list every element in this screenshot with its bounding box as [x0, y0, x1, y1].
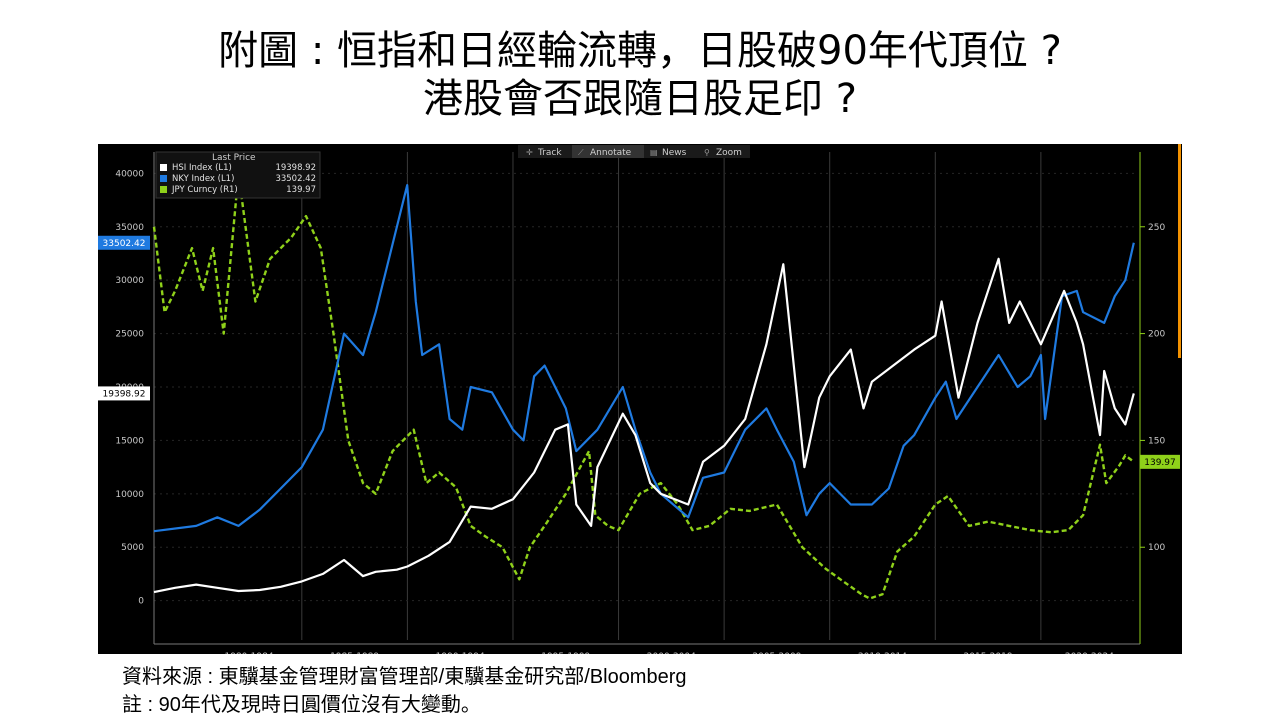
legend-last-price: 139.97 [286, 185, 316, 195]
remark-note: 註 : 90年代及現時日圓價位沒有大變動。 [122, 694, 481, 716]
y-right-tick-label: 250 [1148, 223, 1165, 233]
y-left-tick-label: 0 [138, 597, 144, 607]
line-chart: 0500010000150002000025000300003500040000… [98, 144, 1181, 654]
chart-panel: 0500010000150002000025000300003500040000… [98, 144, 1182, 654]
page-title-line-2: 港股會否跟隨日股足印 ? [423, 76, 857, 122]
x-tick-label: 1990-1994 [436, 652, 485, 654]
jpy-last-price-tag: 139.97 [1144, 458, 1176, 468]
x-tick-label: 2005-2009 [752, 652, 801, 654]
legend-last-price: 19398.92 [275, 163, 316, 173]
hsi-last-price-tag: 19398.92 [103, 389, 146, 399]
series-line-jpy [152, 172, 1135, 600]
nky-last-price-tag: 33502.42 [103, 239, 146, 249]
x-tick-label: 1985-1989 [330, 652, 379, 654]
hsi-last-price-tag-bg [98, 386, 150, 401]
y-left-tick-label: 15000 [115, 436, 144, 446]
toolbar-track-label[interactable]: Track [537, 148, 562, 158]
x-tick-label: 2015-2019 [964, 652, 1013, 654]
y-left-tick-label: 30000 [115, 276, 144, 286]
y-right-tick-label: 200 [1148, 330, 1165, 340]
legend-swatch [160, 186, 167, 193]
y-right-tick-label: 150 [1148, 436, 1165, 446]
toolbar-annotate-active [572, 145, 644, 158]
toolbar-zoom-icon[interactable]: ⚲ [704, 148, 710, 157]
accent-strip [1178, 144, 1181, 358]
legend-label: NKY Index (L1) [172, 174, 234, 184]
jpy-last-price-tag-bg [1140, 454, 1180, 469]
toolbar-annotate-label[interactable]: Annotate [590, 148, 632, 158]
legend-label: JPY Curncy (R1) [171, 185, 238, 195]
y-left-tick-label: 5000 [121, 543, 144, 553]
toolbar-zoom-label[interactable]: Zoom [716, 148, 742, 158]
legend-last-price: 33502.42 [275, 174, 316, 184]
toolbar-news-label[interactable]: News [662, 148, 687, 158]
nky-last-price-tag-bg [98, 235, 150, 250]
x-tick-label: 2000-2004 [647, 652, 696, 654]
y-left-tick-label: 40000 [115, 169, 144, 179]
y-left-tick-label: 10000 [115, 490, 144, 500]
x-tick-label: 1980-1984 [224, 652, 273, 654]
x-tick-label: 1995-1999 [541, 652, 590, 654]
legend-label: HSI Index (L1) [172, 163, 232, 173]
legend-swatch [160, 164, 167, 171]
series-line-hsi [153, 257, 1135, 594]
legend-title: Last Price [212, 153, 256, 163]
toolbar-annotate-icon[interactable]: ⟋ [578, 148, 584, 157]
series-line-nky [153, 183, 1135, 533]
source-note: 資料來源 : 東驥基金管理財富管理部/東驥基金研究部/Bloomberg [122, 666, 687, 688]
toolbar-track-icon[interactable]: ✛ [526, 148, 533, 157]
x-tick-label: 2020-2024 [1065, 652, 1114, 654]
x-tick-label: 2010-2014 [858, 652, 907, 654]
page-title-line-1: 附圖 : 恒指和日經輪流轉，日股破90年代頂位 ? [218, 28, 1062, 74]
y-left-tick-label: 25000 [115, 330, 144, 340]
toolbar-news-icon[interactable]: ▤ [650, 148, 658, 157]
legend-box [155, 151, 321, 199]
y-right-tick-label: 100 [1148, 543, 1165, 553]
legend-swatch [160, 175, 167, 182]
y-left-tick-label: 35000 [115, 223, 144, 233]
